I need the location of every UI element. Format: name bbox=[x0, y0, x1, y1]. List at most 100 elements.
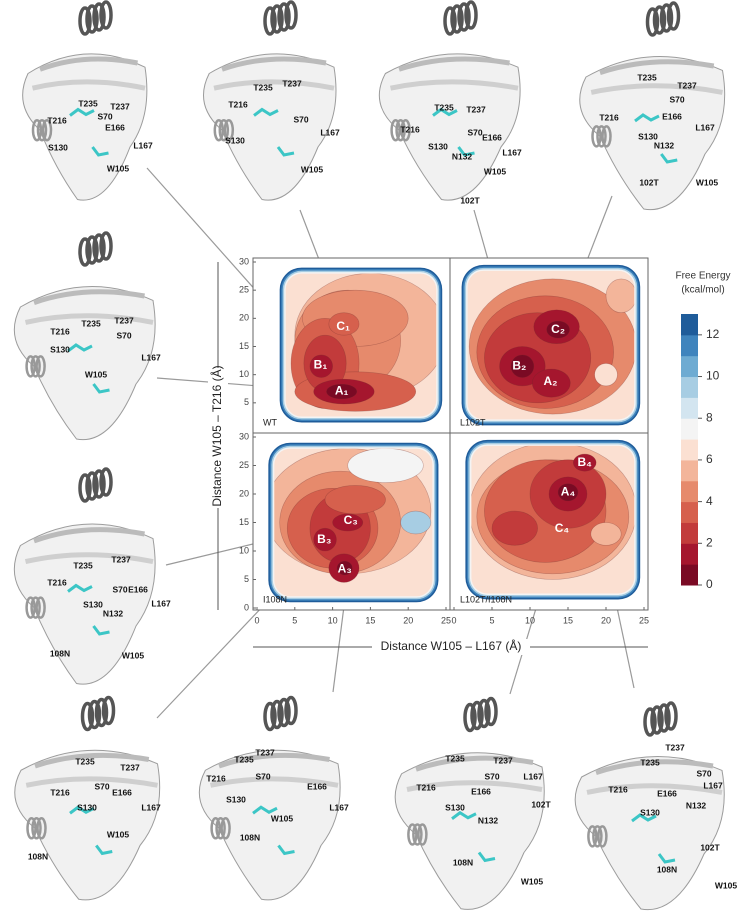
energy-level bbox=[605, 278, 635, 313]
state-label: A₂ bbox=[544, 374, 558, 388]
y-tick-label: 10 bbox=[239, 369, 249, 379]
helix-turn bbox=[463, 702, 477, 733]
state-label: B₁ bbox=[314, 357, 328, 371]
protein-structure: T235 T237 T216 S70 S130 L167 W105 bbox=[203, 0, 340, 201]
state-label: C₁ bbox=[336, 319, 350, 333]
energy-level bbox=[590, 522, 622, 546]
residue-label: E166 bbox=[657, 788, 677, 798]
strand bbox=[31, 79, 146, 91]
helix-turn bbox=[592, 825, 603, 848]
helix-turn bbox=[412, 823, 423, 846]
helix-turn bbox=[218, 118, 230, 142]
energy-level bbox=[400, 510, 432, 535]
helix-turn bbox=[450, 4, 464, 34]
residue-label: L167 bbox=[695, 122, 715, 132]
plots: WT 5 10 15 20 25 30 A₁ B₁ C₁ L102T A₂ B₂ C₂ I108N 0 5 10 1… bbox=[239, 256, 649, 625]
residue-label: E166 bbox=[128, 584, 148, 594]
strand bbox=[599, 59, 715, 75]
x-tick-label: 5 bbox=[292, 615, 297, 625]
helix-turn bbox=[85, 4, 99, 34]
helix-turn bbox=[652, 5, 667, 35]
side-chain bbox=[634, 113, 678, 164]
residue-label: N132 bbox=[654, 140, 675, 150]
residue-label: 102T bbox=[460, 195, 480, 205]
y-tick-label: 10 bbox=[239, 545, 249, 555]
protein-structure: T235 T237 S70 T216 E166 L167 S130 W105 108N bbox=[14, 695, 161, 901]
residue-label: N132 bbox=[103, 608, 124, 618]
residue-label: W105 bbox=[696, 177, 718, 187]
panel-title: L102T bbox=[460, 417, 486, 427]
protein-structure: T235 T237 T216 S70 S130 L167 W105 bbox=[13, 231, 161, 441]
energy-level bbox=[309, 354, 333, 378]
residue-label: T216 bbox=[47, 577, 67, 587]
x-tick-label: 25 bbox=[441, 615, 451, 625]
helix-turn bbox=[25, 355, 36, 378]
energy-level bbox=[573, 453, 597, 472]
helix-turn bbox=[464, 0, 478, 30]
helix-turn bbox=[270, 699, 284, 730]
energy-basins bbox=[471, 445, 635, 580]
strand bbox=[33, 289, 145, 305]
helix-turn bbox=[213, 118, 225, 142]
residue-label: 108N bbox=[453, 857, 473, 867]
residue-label: W105 bbox=[122, 650, 144, 660]
contour-panel: L102T A₂ B₂ C₂ bbox=[449, 257, 649, 434]
residue-label: T237 bbox=[111, 554, 131, 564]
colorbar-tick-label: 10 bbox=[706, 369, 720, 383]
residue-label: S70 bbox=[255, 771, 270, 781]
strand bbox=[213, 79, 335, 91]
x-tick-label: 25 bbox=[639, 615, 649, 625]
helix-turn bbox=[284, 695, 298, 726]
y-tick-label: 5 bbox=[244, 574, 249, 584]
energy-level bbox=[332, 513, 364, 532]
helix-turn bbox=[284, 0, 298, 30]
helix-turn bbox=[35, 596, 46, 619]
residue-label: T237 bbox=[282, 78, 302, 88]
residue-label: L167 bbox=[141, 352, 161, 362]
helix-turn bbox=[78, 237, 92, 267]
residue-label: S130 bbox=[83, 599, 103, 609]
x-tick-label: 15 bbox=[365, 615, 375, 625]
residue-label: E166 bbox=[662, 111, 682, 121]
residue-label: T216 bbox=[47, 115, 67, 125]
residue-label: 108N bbox=[50, 648, 70, 658]
colorbar-tick-label: 0 bbox=[706, 577, 713, 591]
residue-label: L167 bbox=[703, 780, 723, 790]
helix-turn bbox=[657, 703, 671, 733]
colorbar-tick-label: 6 bbox=[706, 452, 713, 466]
side-chain bbox=[253, 107, 295, 157]
helix-turn bbox=[417, 823, 428, 846]
colorbar-segment bbox=[681, 459, 698, 482]
colorbar-segment bbox=[681, 397, 698, 419]
colorbar-segment bbox=[681, 564, 698, 586]
helix-turn bbox=[30, 355, 41, 378]
energy-basins bbox=[274, 448, 432, 583]
colorbar-segment bbox=[681, 543, 698, 565]
strand bbox=[406, 780, 543, 792]
residue-label: S130 bbox=[50, 344, 70, 354]
colorbar-tick-label: 2 bbox=[706, 535, 713, 549]
energy-level bbox=[324, 485, 386, 515]
residue-label: 108N bbox=[657, 864, 677, 874]
y-tick-label: 5 bbox=[244, 397, 249, 407]
energy-level bbox=[491, 510, 538, 546]
energy-level bbox=[546, 320, 570, 339]
residue-label: 108N bbox=[28, 851, 48, 861]
helix-turn bbox=[35, 355, 46, 378]
helix-turn bbox=[591, 125, 602, 148]
residue-label: S130 bbox=[428, 141, 448, 151]
state-label: C₃ bbox=[344, 513, 358, 527]
helix-turn bbox=[277, 2, 291, 32]
panel-title: WT bbox=[263, 417, 277, 427]
helix-turn bbox=[30, 596, 41, 619]
residue-label: E166 bbox=[307, 781, 327, 791]
contour-panel: I108N 0 5 10 15 20 25 30 0 5 10 15 20 25 A₃ B₃ C₃ bbox=[239, 431, 451, 625]
contour-panel: L102T/I108N 0 5 10 15 20 25 A₄ B₄ C₄ bbox=[449, 432, 649, 625]
colorbar-title: Free Energy bbox=[675, 271, 730, 282]
x-tick-label: 15 bbox=[563, 615, 573, 625]
strand bbox=[33, 527, 145, 544]
